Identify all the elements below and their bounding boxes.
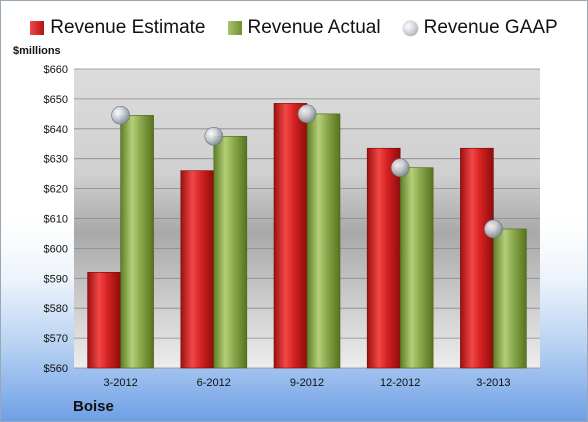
legend-swatch-estimate xyxy=(30,21,45,35)
legend-item-actual: Revenue Actual xyxy=(227,17,381,39)
y-tick-label: $610 xyxy=(44,214,68,226)
legend-swatch-gaap xyxy=(402,20,418,36)
y-tick-label: $660 xyxy=(44,64,68,76)
bar-revenue-estimate xyxy=(180,170,215,369)
bar-revenue-actual xyxy=(213,135,248,369)
marker-revenue-gaap xyxy=(204,126,224,146)
bar-revenue-actual xyxy=(399,167,434,369)
legend-item-gaap: Revenue GAAP xyxy=(402,17,558,39)
y-tick-label: $570 xyxy=(44,333,68,345)
x-tick-label: 9-2012 xyxy=(290,377,324,389)
y-tick-label: $600 xyxy=(44,243,68,255)
x-tick-label: 3-2013 xyxy=(476,377,510,389)
legend-swatch-actual xyxy=(227,21,242,35)
legend-item-estimate: Revenue Estimate xyxy=(30,17,206,39)
x-tick-label: 12-2012 xyxy=(380,377,420,389)
y-tick-label: $580 xyxy=(44,303,68,315)
bar-revenue-estimate xyxy=(366,147,401,369)
bars xyxy=(87,103,527,369)
y-tick-label: $650 xyxy=(44,94,68,106)
legend: Revenue Estimate Revenue Actual Revenue … xyxy=(1,17,587,39)
x-tick-label: 6-2012 xyxy=(197,377,231,389)
legend-label-estimate: Revenue Estimate xyxy=(50,17,206,38)
legend-label-actual: Revenue Actual xyxy=(247,17,381,38)
bar-revenue-actual xyxy=(306,113,341,369)
marker-revenue-gaap xyxy=(484,219,503,239)
marker-revenue-gaap xyxy=(297,104,317,124)
legend-label-gaap: Revenue GAAP xyxy=(423,17,558,38)
bar-revenue-estimate xyxy=(87,272,121,369)
y-axis-unit-label: $millions xyxy=(13,45,61,57)
bar-revenue-actual xyxy=(120,115,154,369)
y-tick-label: $590 xyxy=(44,273,68,285)
bar-revenue-estimate xyxy=(273,103,308,369)
x-tick-labels: 3-2012 6-2012 9-2012 12-2012 3-2013 xyxy=(103,377,510,389)
bar-revenue-estimate xyxy=(460,147,494,369)
y-tick-label: $560 xyxy=(44,363,68,375)
x-tick-label: 3-2012 xyxy=(103,377,137,389)
y-tick-label: $630 xyxy=(44,154,68,166)
gaap-markers xyxy=(111,104,503,239)
bar-revenue-actual xyxy=(493,228,527,369)
y-tick-labels: $560 $570 $580 $590 $600 $610 $620 $630 $640 $650… xyxy=(44,64,68,375)
company-name: Boise xyxy=(73,398,114,415)
y-tick-label: $620 xyxy=(44,184,68,196)
marker-revenue-gaap xyxy=(111,106,130,125)
y-tick-label: $640 xyxy=(44,124,68,136)
marker-revenue-gaap xyxy=(390,158,410,177)
